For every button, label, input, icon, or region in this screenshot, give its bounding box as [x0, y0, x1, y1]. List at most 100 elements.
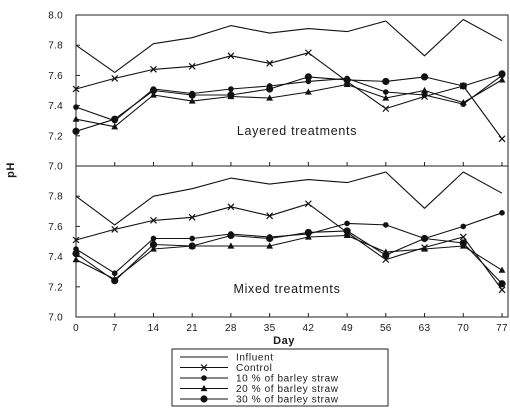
legend-label: Influent: [236, 353, 274, 364]
20-pct-of-barley-straw-point: [72, 256, 80, 263]
legend-label: Control: [236, 363, 272, 374]
legend-item-20-pct-of-barley-straw: 20 % of barley straw: [180, 384, 339, 395]
30-pct-of-barley-straw-point: [382, 77, 390, 86]
x-stroke: [188, 62, 196, 70]
30-pct-of-barley-straw-point: [111, 277, 119, 285]
20-pct-of-barley-straw-point: [498, 266, 506, 273]
y-tick-label: 7.6: [48, 71, 63, 82]
30-pct-of-barley-straw-series: [72, 70, 506, 135]
control-point: [227, 203, 235, 211]
control-point: [72, 85, 80, 93]
30-pct-of-barley-straw-line: [75, 73, 503, 132]
x-stroke: [150, 65, 157, 73]
x-tick-label: 56: [380, 323, 392, 334]
y-tick-label: 7.4: [48, 252, 63, 263]
legend-marker: [200, 364, 208, 371]
y-tick-label: 7.8: [48, 192, 63, 203]
20-pct-of-barley-straw-point: [72, 115, 80, 122]
layered-treatments-label: Layered treatments: [237, 124, 357, 138]
layered-panel: 8.0 7.8 7.6 7.4 7.2 7.0 Layered treatments: [48, 11, 509, 173]
30-pct-of-barley-straw-point: [498, 70, 506, 78]
x-tick-label: 63: [419, 323, 431, 334]
influent-line: [75, 171, 503, 226]
30-pct-of-barley-straw-point: [111, 115, 119, 123]
x-tick-label: 28: [225, 323, 237, 334]
10-pct-of-barley-straw-point: [499, 210, 505, 216]
x-tick-label: 21: [186, 323, 198, 334]
x-tick-label: 14: [148, 323, 160, 334]
30-pct-of-barley-straw-point: [382, 251, 390, 259]
20-pct-of-barley-straw-point: [343, 80, 351, 88]
y-tick-label: 7.6: [48, 222, 63, 233]
y-tick-label: 7.2: [48, 131, 63, 142]
x-tick-label: 70: [457, 323, 469, 334]
30-pct-of-barley-straw-point: [72, 249, 80, 258]
legend-item-30-pct-of-barley-straw: 30 % of barley straw: [180, 395, 339, 406]
x-stroke: [72, 85, 80, 93]
30-pct-of-barley-straw-point: [266, 234, 274, 243]
x-tick-label: 42: [302, 323, 314, 334]
x-stroke: [72, 236, 80, 244]
10-pct-of-barley-straw-line: [75, 212, 503, 274]
control-point: [227, 52, 235, 60]
10-pct-of-barley-straw-point: [421, 92, 428, 98]
control-line: [75, 203, 503, 291]
10-pct-of-barley-straw-point: [228, 86, 234, 92]
x-stroke: [498, 286, 506, 294]
legend-item-influent: Influent: [180, 353, 274, 364]
30-pct-of-barley-straw-point: [420, 234, 429, 243]
x-stroke: [304, 200, 312, 208]
x-stroke: [266, 59, 274, 67]
x-stroke: [382, 105, 390, 113]
30-pct-of-barley-straw-series: [72, 227, 506, 288]
legend-marker: [200, 395, 208, 403]
20-pct-of-barley-straw-point: [266, 242, 274, 249]
control-point: [382, 105, 390, 113]
x-stroke: [150, 216, 157, 224]
legend-label: 10 % of barley straw: [236, 374, 339, 385]
legend-label: 20 % of barley straw: [236, 384, 339, 395]
20-pct-of-barley-straw-point: [150, 91, 157, 98]
20-pct-of-barley-straw-point: [111, 123, 119, 130]
30-pct-of-barley-straw-point: [343, 76, 351, 84]
control-point: [459, 233, 467, 241]
10-pct-of-barley-straw-point: [73, 104, 79, 110]
30-pct-of-barley-straw-line: [75, 230, 503, 285]
y-tick-label: 7.0: [48, 313, 63, 324]
y-tick-label: 8.0: [48, 11, 63, 22]
legend-label: 30 % of barley straw: [236, 395, 339, 406]
control-point: [111, 225, 119, 233]
control-point: [111, 74, 119, 82]
influent-series: [75, 171, 503, 226]
x-stroke: [266, 212, 274, 220]
20-pct-of-barley-straw-point: [459, 98, 467, 106]
20-pct-of-barley-straw-point: [421, 86, 428, 94]
20-pct-of-barley-straw-point: [498, 76, 506, 83]
20-pct-of-barley-straw-point: [188, 97, 196, 104]
30-pct-of-barley-straw-point: [188, 242, 196, 250]
20-pct-of-barley-straw-series: [72, 231, 506, 282]
control-point: [72, 236, 80, 244]
10-pct-of-barley-straw-point: [460, 223, 467, 230]
20-pct-of-barley-straw-point: [382, 94, 390, 101]
control-point: [304, 200, 312, 208]
30-pct-of-barley-straw-point: [459, 82, 467, 90]
x-tick-label: 49: [341, 323, 353, 334]
x-stroke: [459, 233, 467, 241]
20-pct-of-barley-straw-line: [75, 79, 503, 128]
30-pct-of-barley-straw-point: [420, 73, 429, 81]
control-point: [304, 49, 312, 57]
10-pct-of-barley-straw-point: [111, 270, 118, 277]
influent-line: [75, 18, 503, 73]
y-tick-label: 7.0: [48, 162, 63, 173]
control-point: [150, 216, 157, 224]
control-point: [266, 212, 274, 220]
10-pct-of-barley-straw-point: [344, 220, 350, 227]
influent-series: [75, 18, 503, 73]
10-pct-of-barley-straw-point: [383, 89, 389, 95]
10-pct-of-barley-straw-line: [75, 74, 503, 122]
10-pct-of-barley-straw-point: [383, 222, 389, 228]
30-pct-of-barley-straw-point: [149, 240, 158, 249]
x-stroke: [227, 203, 235, 211]
